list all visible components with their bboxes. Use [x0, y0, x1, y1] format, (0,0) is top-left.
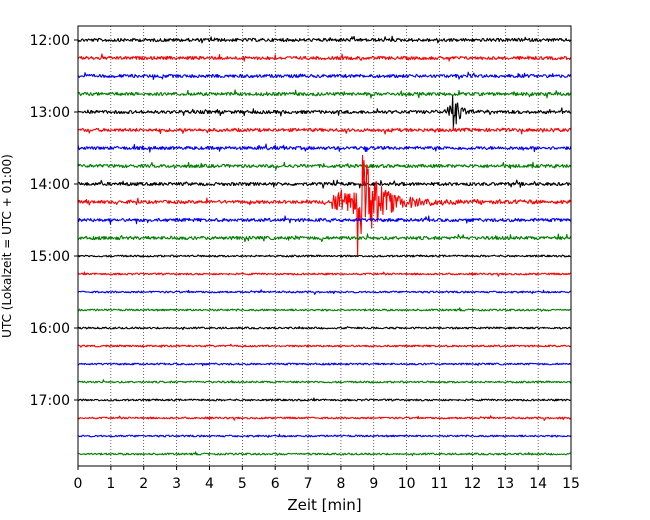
y-tick-label-14:00: 14:00: [30, 177, 70, 193]
trace-1600: [77, 326, 572, 331]
y-tick-label-12:00: 12:00: [30, 33, 70, 49]
trace-1715: [77, 415, 572, 421]
grid: [110, 26, 539, 466]
x-tick-label-10: 10: [398, 476, 416, 492]
y-tick-label-13:00: 13:00: [30, 105, 70, 121]
trace-1730: [77, 433, 572, 438]
x-axis-label: Zeit [min]: [287, 496, 361, 514]
x-tick-label-11: 11: [431, 476, 449, 492]
trace-1345: [77, 161, 572, 171]
y-axis: 12:00 13:00 14:00 15:00 16:00 17:00: [30, 33, 78, 409]
trace-1400: [77, 179, 572, 189]
x-tick-label-15: 15: [562, 476, 580, 492]
x-tick-label-7: 7: [304, 476, 313, 492]
trace-1700: [77, 397, 572, 402]
y-tick-label-15:00: 15:00: [30, 249, 70, 265]
traces: [77, 35, 572, 457]
trace-1245: [77, 89, 572, 99]
trace-1545: [77, 307, 572, 312]
trace-1445: [77, 233, 572, 243]
trace-1300: [77, 95, 572, 129]
trace-1315: [77, 126, 572, 135]
trace-1430: [77, 215, 572, 225]
trace-1200: [77, 35, 572, 44]
trace-1415: [77, 154, 572, 258]
trace-1630: [77, 362, 572, 367]
trace-1530: [77, 289, 572, 295]
x-tick-label-1: 1: [106, 476, 115, 492]
x-tick-label-3: 3: [172, 476, 181, 492]
x-tick-label-2: 2: [139, 476, 148, 492]
trace-1500: [77, 254, 572, 258]
trace-1745: [77, 451, 572, 457]
x-tick-label-5: 5: [238, 476, 247, 492]
trace-1215: [77, 53, 572, 62]
y-axis-label: UTC (Lokalzeit = UTC + 01:00): [0, 154, 14, 338]
trace-1230: [77, 71, 572, 80]
trace-1645: [77, 379, 572, 384]
x-tick-label-8: 8: [336, 476, 345, 492]
x-tick-label-9: 9: [369, 476, 378, 492]
x-tick-label-6: 6: [271, 476, 280, 492]
plot-frame: [77, 25, 572, 467]
x-tick-label-14: 14: [529, 476, 547, 492]
x-tick-label-13: 13: [496, 476, 514, 492]
x-tick-label-12: 12: [463, 476, 481, 492]
x-tick-label-0: 0: [74, 476, 83, 492]
trace-1615: [77, 343, 572, 348]
x-axis: 0 1 2 3 4 5 6 7 8 9 10 11 12 13 14 15: [74, 466, 580, 492]
y-tick-label-17:00: 17:00: [30, 393, 70, 409]
y-tick-label-16:00: 16:00: [30, 321, 70, 337]
x-tick-label-4: 4: [205, 476, 214, 492]
trace-1515: [77, 271, 572, 277]
trace-1330: [77, 143, 572, 153]
